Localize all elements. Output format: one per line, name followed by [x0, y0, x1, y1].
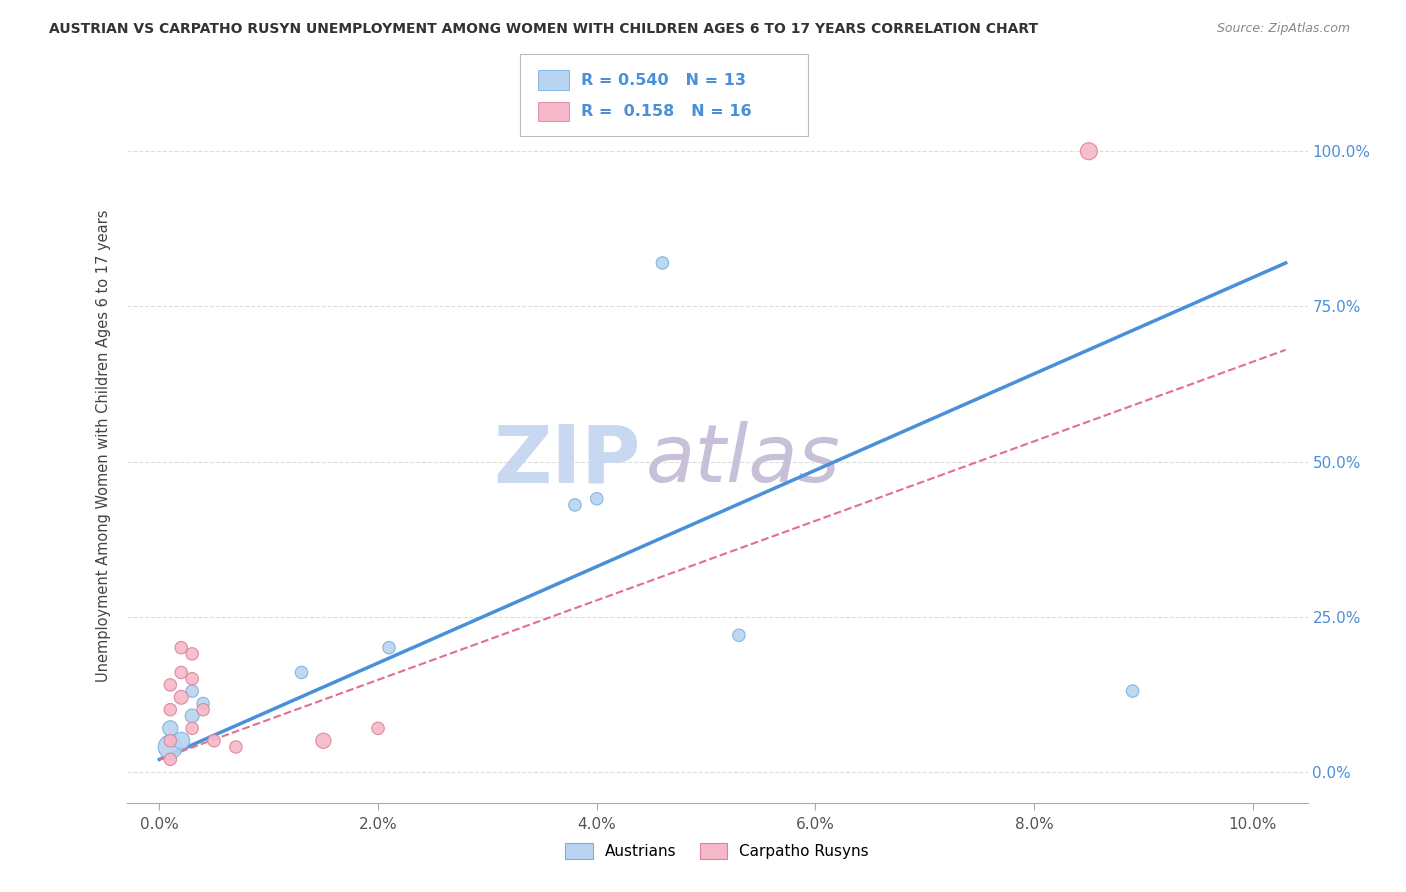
Text: ZIP: ZIP [494, 421, 640, 500]
Point [1077, 145, 1099, 159]
Point [728, 628, 751, 642]
Point [159, 752, 181, 766]
Point [159, 722, 181, 736]
Text: R =  0.158   N = 16: R = 0.158 N = 16 [581, 104, 751, 119]
Legend: Austrians, Carpatho Rusyns: Austrians, Carpatho Rusyns [558, 835, 876, 866]
Point [181, 647, 204, 661]
Point [651, 256, 673, 270]
Point [191, 703, 214, 717]
Point [181, 722, 204, 736]
Point [170, 690, 193, 705]
Point [170, 640, 193, 655]
Point [159, 733, 181, 747]
Point [312, 733, 335, 747]
Point [1122, 684, 1144, 698]
Point [202, 733, 225, 747]
Text: R = 0.540   N = 13: R = 0.540 N = 13 [581, 73, 745, 87]
Text: AUSTRIAN VS CARPATHO RUSYN UNEMPLOYMENT AMONG WOMEN WITH CHILDREN AGES 6 TO 17 Y: AUSTRIAN VS CARPATHO RUSYN UNEMPLOYMENT … [49, 22, 1039, 37]
Point [181, 672, 204, 686]
Point [367, 722, 389, 736]
Point [170, 733, 193, 747]
Point [225, 739, 247, 754]
Text: atlas: atlas [647, 421, 841, 500]
Point [191, 697, 214, 711]
Point [564, 498, 586, 512]
Point [159, 703, 181, 717]
Point [181, 709, 204, 723]
Point [181, 684, 204, 698]
Y-axis label: Unemployment Among Women with Children Ages 6 to 17 years: Unemployment Among Women with Children A… [96, 210, 111, 682]
Text: Source: ZipAtlas.com: Source: ZipAtlas.com [1216, 22, 1350, 36]
Point [585, 491, 607, 506]
Point [170, 665, 193, 680]
Point [290, 665, 312, 680]
Point [159, 739, 181, 754]
Point [378, 640, 401, 655]
Point [159, 678, 181, 692]
